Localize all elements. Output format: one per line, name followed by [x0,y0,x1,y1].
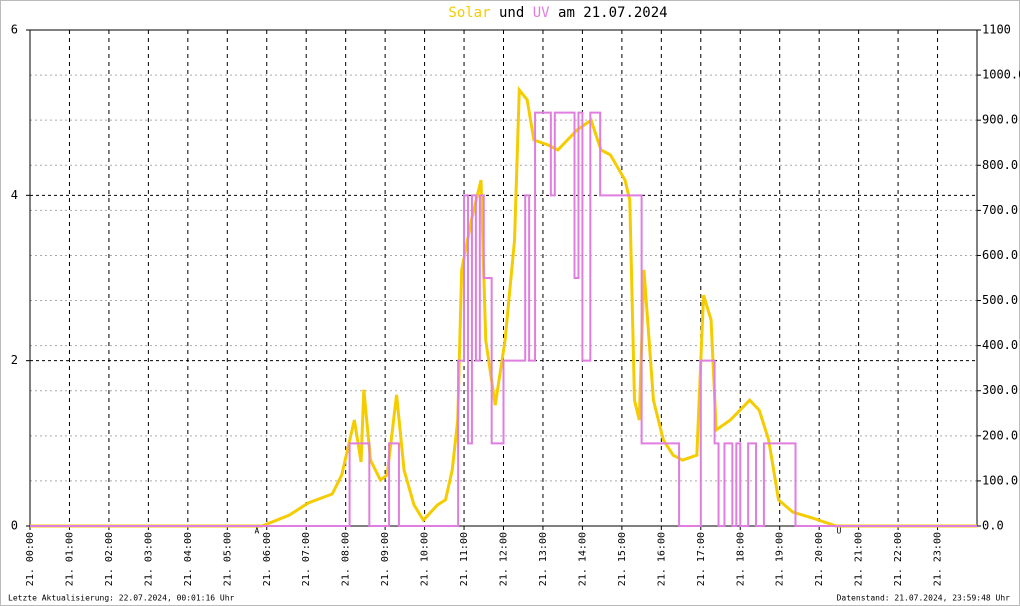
x-tick-label: 21. 13:00 [538,532,549,586]
x-tick-label: 21. 04:00 [183,532,194,586]
annotation: U [836,527,841,536]
y2-tick-label: 200.0 [982,428,1018,442]
x-tick-label: 21. 09:00 [380,532,391,586]
y2-tick-label: 800.0 [982,158,1018,172]
x-tick-label: 21. 07:00 [301,532,312,586]
y-tick-label: 4 [11,188,18,202]
y2-tick-label: 500.0 [982,293,1018,307]
x-tick-label: 21. 16:00 [656,532,667,586]
y2-tick-label: 100.0 [982,473,1018,487]
title-mid: und [499,5,524,21]
y2-tick-label: 600.0 [982,248,1018,262]
title-uv: UV [533,5,550,21]
x-tick-label: 21. 12:00 [499,532,510,586]
x-tick-label: 21. 02:00 [104,532,115,586]
plot-border [29,29,978,527]
annotation: A [254,527,259,536]
x-tick-label: 21. 18:00 [735,532,746,586]
x-tick-label: 21. 10:00 [420,532,431,586]
x-tick-label: 21. 06:00 [262,532,273,586]
y2-tick-label: 400.0 [982,338,1018,352]
title-end: am 21.07.2024 [558,5,668,21]
x-tick-label: 21. 05:00 [222,532,233,586]
x-tick-label: 21. 11:00 [459,532,470,586]
title-solar: Solar [448,5,490,21]
x-tick-label: 21. 03:00 [143,532,154,586]
x-tick-label: 21. 19:00 [775,532,786,586]
y-tick-label: 2 [11,353,18,367]
x-tick-label: 21. 08:00 [341,532,352,586]
x-tick-label: 21. 15:00 [617,532,628,586]
y2-tick-label: 700.0 [982,203,1018,217]
x-tick-label: 21. 14:00 [577,532,588,586]
x-tick-label: 21. 01:00 [64,532,75,586]
footer-right: Datenstand: 21.07.2024, 23:59:48 Uhr [837,594,1011,603]
x-tick-label: 21. 23:00 [933,532,944,586]
footer-left: Letzte Aktualisierung: 22.07.2024, 00:01… [8,594,235,603]
y2-tick-label: 1000.0 [982,68,1020,82]
series-line [30,111,977,527]
y2-tick-label: 0.0 [982,519,1004,533]
x-tick-label: 21. 17:00 [696,532,707,586]
x-tick-label: 21. 21:00 [854,532,865,586]
y-tick-label: 6 [11,23,18,37]
x-tick-label: 21. 00:00 [25,532,36,586]
x-tick-label: 21. 22:00 [893,532,904,586]
chart-title: Solar und UV am 21.07.2024 [448,5,667,21]
x-tick-label: 21. 20:00 [814,532,825,586]
y2-tick-label: 1100 [982,23,1011,37]
y-tick-label: 0 [11,519,18,533]
y2-tick-label: 300.0 [982,383,1018,397]
y2-tick-label: 900.0 [982,113,1018,127]
